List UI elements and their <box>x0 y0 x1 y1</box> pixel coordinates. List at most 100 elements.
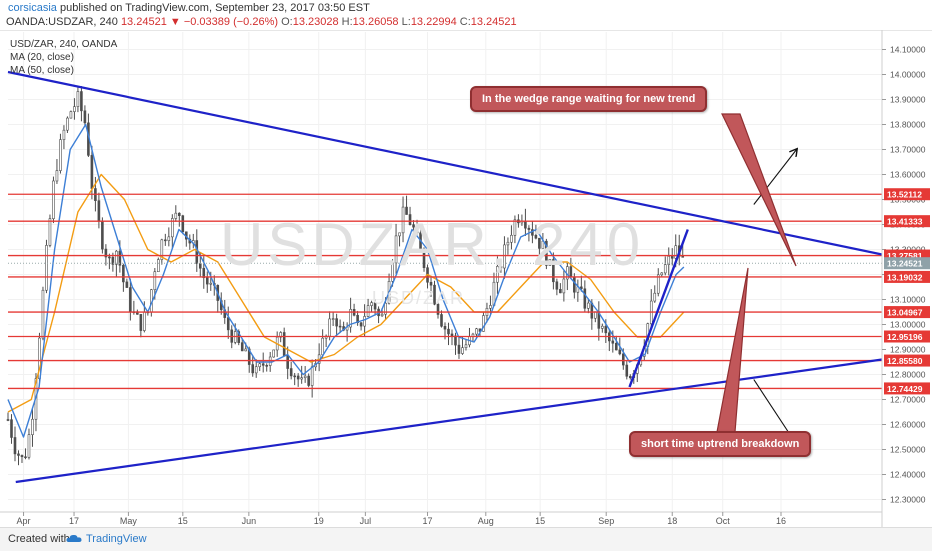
candle-body <box>415 226 419 234</box>
candle-body <box>429 281 433 286</box>
candle-body <box>331 318 335 320</box>
annotation-breakdown[interactable]: short time uptrend breakdown <box>629 431 812 457</box>
candle-body <box>6 419 10 421</box>
candle-body <box>475 328 478 335</box>
candle-body <box>307 375 310 386</box>
current-price-label: 13.24521 <box>887 259 923 269</box>
level-price-label: 13.04967 <box>887 308 923 318</box>
level-price-label-bg <box>884 249 930 262</box>
x-axis: Apr 17 May 15 Jun 19 Jul 17 Aug 15 Sep 18 Oct 16 <box>0 511 882 526</box>
candle-body <box>83 110 87 124</box>
current-price-label-bg <box>884 257 930 270</box>
candle-body <box>251 364 255 374</box>
candle-body <box>552 259 555 283</box>
low-label: L: <box>401 16 411 28</box>
author-link[interactable]: corsicasia <box>8 2 57 14</box>
high-label: H: <box>341 16 353 28</box>
short-uptrend-line <box>628 229 689 388</box>
candle-body <box>45 245 48 291</box>
x-tick-label: 17 <box>69 516 79 526</box>
candle-body <box>538 237 541 249</box>
x-tick-label: 16 <box>776 516 786 526</box>
candle-body <box>76 91 80 107</box>
candle-body <box>398 232 401 237</box>
candle-body <box>496 266 499 283</box>
candle-body <box>125 281 129 288</box>
watermark-pair: USD/ZAR <box>372 288 466 308</box>
candle-body <box>489 305 492 309</box>
candle-body <box>660 272 664 276</box>
x-tick-label: Apr <box>17 516 31 526</box>
y-tick-label: 12.40000 <box>890 470 926 480</box>
candle-body <box>545 240 548 266</box>
x-tick-label: 18 <box>667 516 677 526</box>
x-tick-label: 15 <box>178 516 188 526</box>
candle-body <box>310 366 314 386</box>
candle-body <box>370 302 373 306</box>
candle-body <box>412 224 415 228</box>
candle-body <box>621 353 625 366</box>
candle-body <box>436 303 440 315</box>
candle-body <box>293 375 296 378</box>
horizontal-levels <box>8 193 882 390</box>
candle-body <box>335 318 338 327</box>
candle-body <box>625 364 629 377</box>
publish-line: corsicasia published on TradingView.com,… <box>8 2 370 14</box>
level-price-label-bg <box>884 330 930 343</box>
candle-body <box>559 288 562 294</box>
candle-body <box>289 368 293 377</box>
candle-body <box>268 356 272 366</box>
candle-body <box>338 325 342 328</box>
candle-body <box>160 239 164 260</box>
level-price-label-bg <box>884 354 930 367</box>
candle-body <box>359 322 363 327</box>
candle-body <box>167 236 171 242</box>
candle-body <box>601 325 604 329</box>
candle-body <box>80 91 83 112</box>
level-price-label: 13.41333 <box>887 217 923 227</box>
candle-body <box>143 311 146 331</box>
candle-body <box>583 288 587 309</box>
tradingview-brand-link[interactable]: TradingView <box>86 533 147 545</box>
level-price-label-bg <box>884 215 930 228</box>
y-tick-label: 13.90000 <box>890 95 926 105</box>
x-tick-label: May <box>120 516 138 526</box>
candle-body <box>27 434 31 458</box>
candle-body <box>366 305 370 317</box>
annotation-wedge[interactable]: In the wedge range waiting for new trend <box>470 86 708 112</box>
level-price-label: 13.27581 <box>887 251 923 261</box>
candle-body <box>272 349 275 358</box>
candle-body <box>349 309 352 328</box>
candle-body <box>66 117 69 131</box>
level-price-label: 12.95196 <box>887 332 923 342</box>
candle-body <box>681 256 685 258</box>
lower-wedge-trendline <box>15 358 883 484</box>
x-tick-label: 17 <box>423 516 433 526</box>
candle-body <box>198 263 202 269</box>
candle-body <box>178 212 181 217</box>
candle-body <box>499 266 503 269</box>
candle-body <box>111 256 115 265</box>
price-chart[interactable]: 14.10000 14.00000 13.90000 13.80000 13.70000… <box>0 30 932 527</box>
candle-body <box>108 256 111 259</box>
close-label: C: <box>459 16 471 28</box>
legend-ma20[interactable]: MA (20, close) <box>10 52 74 63</box>
candle-body <box>122 264 125 283</box>
upper-wedge-trendline <box>7 70 883 256</box>
created-with-text: Created with <box>8 533 70 545</box>
candle-body <box>587 302 590 309</box>
candle-body <box>101 221 104 250</box>
candle-body <box>118 250 122 266</box>
x-tick-label: Sep <box>598 516 614 526</box>
footer-bar: Created with TradingView <box>0 527 932 551</box>
candle-body <box>450 333 454 337</box>
ma50-line <box>7 173 685 413</box>
candle-body <box>482 315 485 332</box>
candle-body <box>24 456 27 459</box>
candle-body <box>604 325 608 334</box>
candle-body <box>555 281 559 290</box>
candle-body <box>408 214 412 226</box>
open-value: 13.23028 <box>292 16 339 28</box>
candle-body <box>628 375 632 379</box>
legend-ma50[interactable]: MA (50, close) <box>10 65 74 76</box>
